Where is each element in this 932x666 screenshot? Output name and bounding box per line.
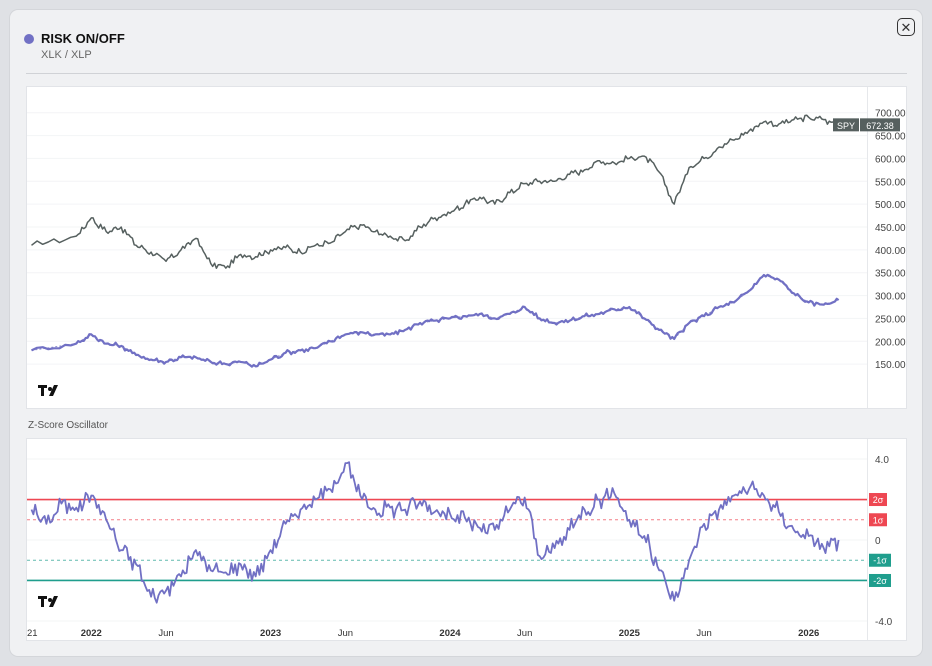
osc-tick-label: 0 xyxy=(875,536,881,547)
x-axis-label: 2023 xyxy=(260,628,281,639)
logo-t xyxy=(38,385,47,396)
tradingview-logo xyxy=(38,385,58,396)
close-icon[interactable]: ✕ xyxy=(897,18,915,36)
logo-v xyxy=(49,385,58,396)
level-badge-bg xyxy=(869,493,887,507)
x-axis-label: Jun xyxy=(158,628,173,639)
header-divider xyxy=(26,73,907,74)
x-axis-label: Jun xyxy=(338,628,353,639)
spy-badge-name-bg xyxy=(833,118,859,132)
price-tick-label: 450.00 xyxy=(875,223,906,234)
price-tick-label: 150.00 xyxy=(875,360,906,371)
level-badge-bg xyxy=(869,573,891,587)
level-badge-label: -2σ xyxy=(873,576,887,586)
price-tick-label: 300.00 xyxy=(875,292,906,303)
level-badge-label: -1σ xyxy=(873,556,887,566)
oscillator-title: Z-Score Oscillator xyxy=(28,420,109,431)
price-tick-label: 650.00 xyxy=(875,132,906,143)
level-badge-label: 2σ xyxy=(873,495,884,505)
logo-v xyxy=(49,596,58,607)
logo-dot xyxy=(48,387,52,391)
indicator-title-row: RISK ON/OFF xyxy=(24,31,125,46)
x-axis-label: 2026 xyxy=(798,628,819,639)
indicator-title: RISK ON/OFF xyxy=(41,31,125,46)
z-score-oscillator-chart[interactable]: 4.0 0 -4.0 2σ 1σ -1σ -2σ 21 2022 Jun 2023 Jun 2024 Ju… xyxy=(27,439,906,640)
price-tick-label: 550.00 xyxy=(875,177,906,188)
price-chart-panel[interactable]: 700.00 650.00 600.00 550.00 500.00 450.00 400.… xyxy=(26,86,907,409)
spy-badge-name: SPY xyxy=(837,121,855,131)
series-line-spy xyxy=(31,114,840,269)
x-axis-label: Jun xyxy=(696,628,711,639)
osc-tick-label: 4.0 xyxy=(875,455,889,466)
price-tick-label: 350.00 xyxy=(875,269,906,280)
logo-dot xyxy=(48,598,52,602)
x-axis-label: 2025 xyxy=(619,628,641,639)
z-score-line xyxy=(30,461,840,604)
price-chart[interactable]: 700.00 650.00 600.00 550.00 500.00 450.00 400.… xyxy=(27,87,906,408)
spy-last-value-badge: SPY 672.38 xyxy=(833,118,900,132)
spy-last-value: 672.38 xyxy=(866,121,894,131)
ratio-moving-average-line xyxy=(31,274,839,367)
price-tick-label: 250.00 xyxy=(875,314,906,325)
series-color-dot xyxy=(24,33,34,44)
level-badge-label: 1σ xyxy=(873,515,884,525)
price-tick-label: 200.00 xyxy=(875,337,906,348)
price-tick-label: 600.00 xyxy=(875,154,906,165)
price-tick-label: 700.00 xyxy=(875,109,906,120)
x-axis-label: Jun xyxy=(517,628,532,639)
x-axis-label: 21 xyxy=(27,628,38,639)
price-tick-label: 400.00 xyxy=(875,246,906,257)
indicator-modal: ✕ RISK ON/OFF XLK / XLP 700.00 650.00 600.… xyxy=(10,10,922,656)
indicator-subtitle: XLK / XLP xyxy=(41,49,92,61)
osc-tick-label: -4.0 xyxy=(875,617,893,628)
tradingview-logo xyxy=(38,596,58,607)
oscillator-panel[interactable]: 4.0 0 -4.0 2σ 1σ -1σ -2σ 21 2022 Jun 2023 Jun 2024 Ju… xyxy=(26,438,907,641)
x-axis-label: 2022 xyxy=(81,628,102,639)
x-axis-label: 2024 xyxy=(439,628,461,639)
spy-badge-value-bg xyxy=(860,118,900,132)
price-tick-label: 500.00 xyxy=(875,200,906,211)
logo-t xyxy=(38,596,47,607)
level-badge-bg xyxy=(869,513,887,527)
level-badge-bg xyxy=(869,553,891,567)
